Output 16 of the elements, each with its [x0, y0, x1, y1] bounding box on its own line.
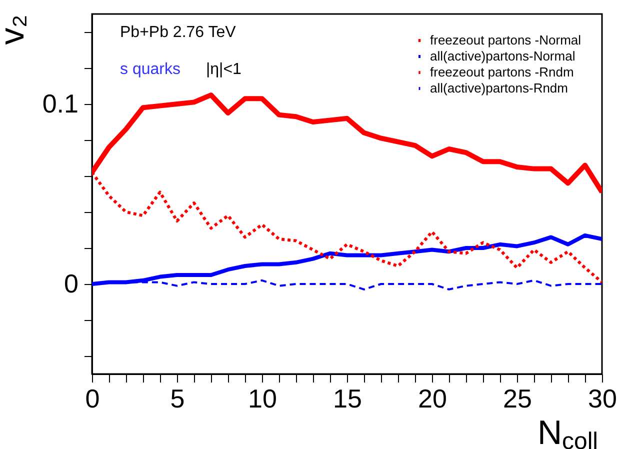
x-tick-label: 5: [170, 384, 185, 414]
legend-label: freezeout partons -Normal: [430, 32, 582, 48]
y-tick-label: 0.1: [42, 88, 78, 118]
annotation: s quarks: [120, 61, 180, 78]
x-tick-label: 15: [333, 384, 362, 414]
x-tick-label: 20: [418, 384, 447, 414]
x-tick-label: 30: [588, 384, 617, 414]
legend-label: freezeout partons -Rndm: [430, 64, 574, 80]
y-axis-title: v₂: [0, 14, 32, 45]
x-tick-label: 0: [85, 384, 100, 414]
annotation: |η|<1: [206, 61, 242, 78]
x-tick-label: 10: [248, 384, 277, 414]
legend-label: all(active)partons-Normal: [430, 48, 576, 64]
annotation: Pb+Pb 2.76 TeV: [120, 24, 236, 41]
x-tick-label: 25: [503, 384, 532, 414]
legend-label: all(active)partons-Rndm: [430, 80, 568, 96]
